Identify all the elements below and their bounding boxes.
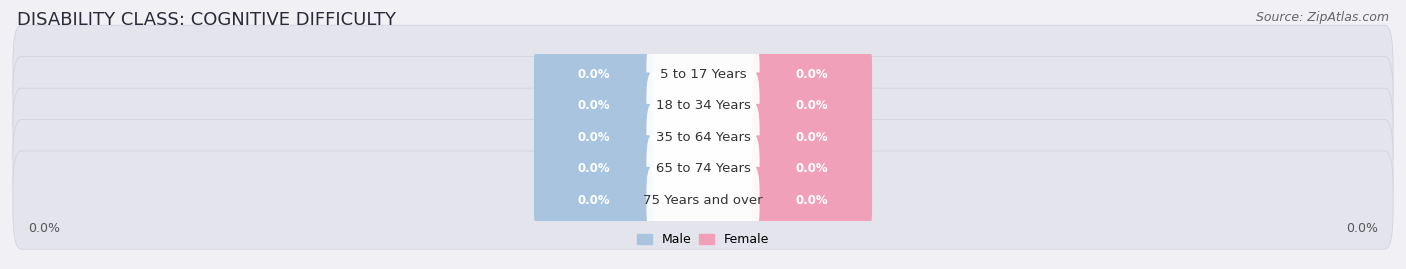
FancyBboxPatch shape — [752, 41, 872, 108]
FancyBboxPatch shape — [534, 41, 654, 108]
FancyBboxPatch shape — [13, 25, 1393, 123]
FancyBboxPatch shape — [534, 167, 654, 233]
Legend: Male, Female: Male, Female — [631, 228, 775, 251]
Text: 0.0%: 0.0% — [1346, 222, 1378, 235]
Text: 0.0%: 0.0% — [28, 222, 60, 235]
FancyBboxPatch shape — [647, 104, 759, 171]
FancyBboxPatch shape — [752, 104, 872, 171]
Text: 0.0%: 0.0% — [796, 99, 828, 112]
Text: 35 to 64 Years: 35 to 64 Years — [655, 131, 751, 144]
Text: 0.0%: 0.0% — [796, 162, 828, 175]
FancyBboxPatch shape — [534, 72, 654, 139]
Text: 18 to 34 Years: 18 to 34 Years — [655, 99, 751, 112]
FancyBboxPatch shape — [13, 151, 1393, 249]
FancyBboxPatch shape — [13, 88, 1393, 186]
FancyBboxPatch shape — [647, 72, 759, 139]
Text: 0.0%: 0.0% — [578, 131, 610, 144]
FancyBboxPatch shape — [752, 72, 872, 139]
Text: 0.0%: 0.0% — [796, 68, 828, 81]
FancyBboxPatch shape — [752, 167, 872, 233]
Text: 0.0%: 0.0% — [796, 194, 828, 207]
Text: 0.0%: 0.0% — [578, 99, 610, 112]
Text: 0.0%: 0.0% — [578, 162, 610, 175]
Text: DISABILITY CLASS: COGNITIVE DIFFICULTY: DISABILITY CLASS: COGNITIVE DIFFICULTY — [17, 11, 396, 29]
FancyBboxPatch shape — [752, 135, 872, 202]
Text: 0.0%: 0.0% — [578, 194, 610, 207]
FancyBboxPatch shape — [647, 167, 759, 233]
Text: 75 Years and over: 75 Years and over — [643, 194, 763, 207]
Text: 0.0%: 0.0% — [796, 131, 828, 144]
FancyBboxPatch shape — [13, 119, 1393, 218]
FancyBboxPatch shape — [647, 41, 759, 108]
Text: 0.0%: 0.0% — [578, 68, 610, 81]
Text: Source: ZipAtlas.com: Source: ZipAtlas.com — [1256, 11, 1389, 24]
Text: 5 to 17 Years: 5 to 17 Years — [659, 68, 747, 81]
FancyBboxPatch shape — [534, 135, 654, 202]
Text: 65 to 74 Years: 65 to 74 Years — [655, 162, 751, 175]
FancyBboxPatch shape — [13, 57, 1393, 155]
FancyBboxPatch shape — [647, 135, 759, 202]
FancyBboxPatch shape — [534, 104, 654, 171]
